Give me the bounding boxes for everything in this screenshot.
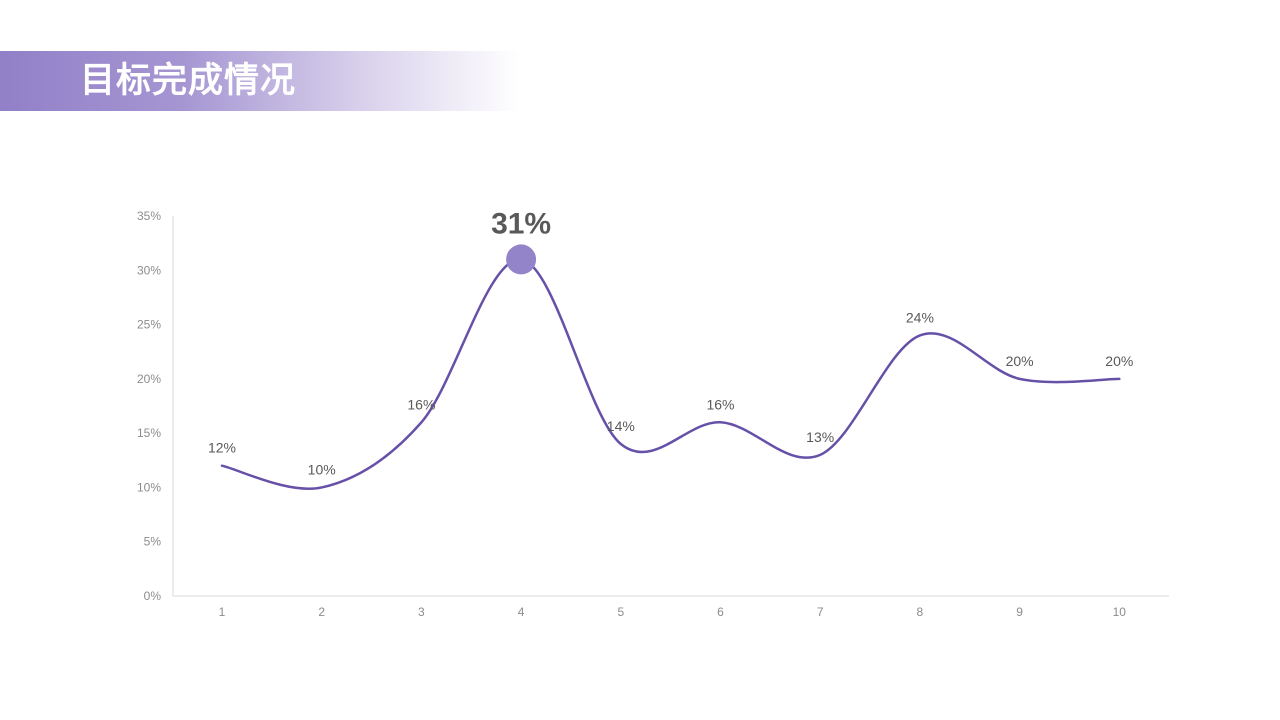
y-tick-label: 25% xyxy=(137,318,161,332)
x-tick-label: 4 xyxy=(518,605,525,619)
data-label: 10% xyxy=(308,461,336,477)
x-tick-label: 3 xyxy=(418,605,425,619)
title-banner xyxy=(0,51,520,111)
data-label: 16% xyxy=(706,396,734,412)
data-label: 13% xyxy=(806,429,834,445)
y-tick-label: 35% xyxy=(137,209,161,223)
y-tick-label: 0% xyxy=(144,589,162,603)
y-tick-label: 5% xyxy=(144,535,162,549)
highlight-label: 31% xyxy=(491,207,551,240)
data-label: 20% xyxy=(1105,353,1133,369)
x-tick-label: 2 xyxy=(318,605,325,619)
y-tick-label: 10% xyxy=(137,480,161,494)
highlight-marker xyxy=(506,244,537,275)
x-tick-labels: 1 2 3 4 5 6 7 8 9 10 xyxy=(219,605,1127,619)
y-tick-labels: 0% 5% 10% 15% 20% 25% 30% 35% xyxy=(137,209,161,603)
series-markers xyxy=(506,244,537,275)
data-labels: 12% 10% 16% 14% 16% 13% 24% 20% 20% 31% xyxy=(208,207,1133,477)
x-tick-label: 8 xyxy=(917,605,924,619)
x-tick-label: 6 xyxy=(717,605,724,619)
data-label: 14% xyxy=(607,418,635,434)
x-tick-label: 7 xyxy=(817,605,824,619)
data-label: 24% xyxy=(906,309,934,325)
x-tick-label: 1 xyxy=(219,605,226,619)
data-label: 20% xyxy=(1006,353,1034,369)
x-tick-label: 5 xyxy=(617,605,624,619)
x-tick-label: 10 xyxy=(1113,605,1127,619)
data-label: 12% xyxy=(208,440,236,456)
page-title: 目标完成情况 xyxy=(80,61,297,101)
series-line xyxy=(220,258,1121,490)
data-label: 16% xyxy=(407,396,435,412)
x-tick-label: 9 xyxy=(1016,605,1023,619)
y-tick-label: 15% xyxy=(137,426,161,440)
y-tick-label: 30% xyxy=(137,263,161,277)
y-tick-label: 20% xyxy=(137,372,161,386)
